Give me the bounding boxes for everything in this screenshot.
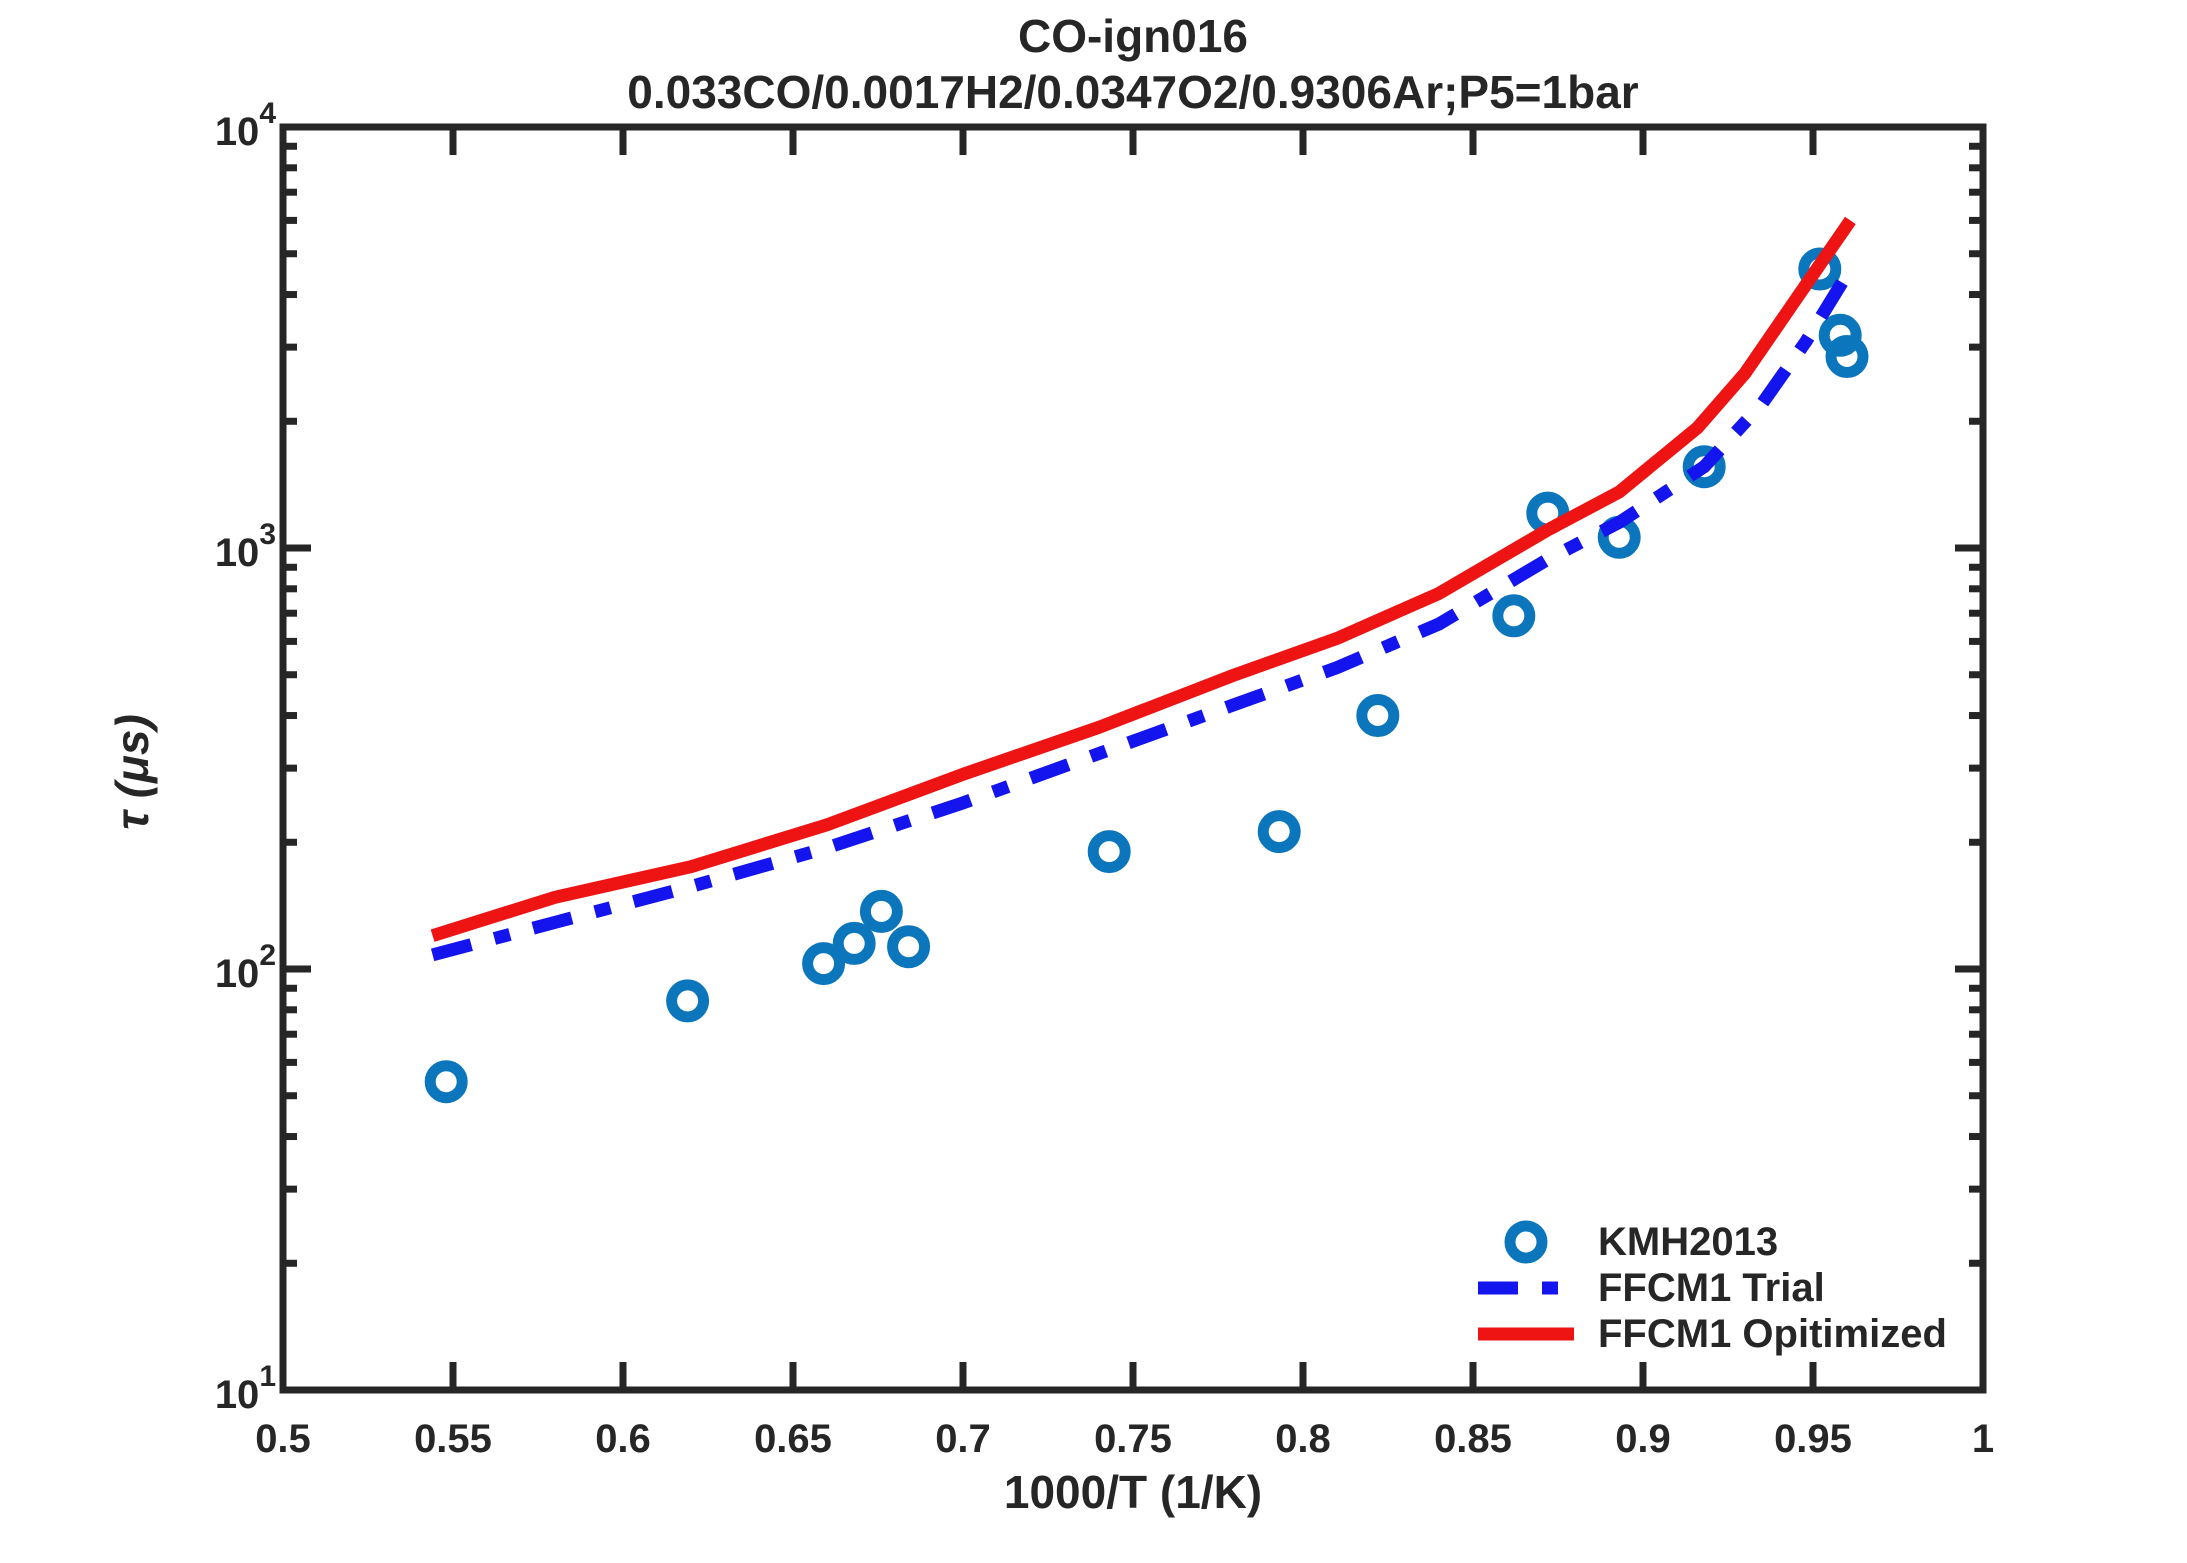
kmh2013-data-point [887,925,931,969]
kmh2013-data-point [1356,694,1400,737]
legend-label-kmh2013: KMH2013 [1598,1220,1778,1264]
plot-box [279,123,1987,1394]
x-tick-label: 0.8 [1275,1417,1331,1461]
y-axis-label: τ (μs) [106,714,158,830]
x-tick-label: 1 [1972,1417,1994,1461]
kmh2013-data-point [1825,335,1869,378]
x-tick-label: 0.85 [1434,1417,1512,1461]
x-tick-label: 0.55 [414,1417,492,1461]
y-tick-label: 103 [215,518,276,575]
legend-label-ffcm1-opitimized: FFCM1 Opitimized [1598,1312,1947,1356]
chart-subtitle: 0.033CO/0.0017H2/0.0347O2/0.9306Ar;P5=1b… [627,66,1639,118]
y-tick-label: 101 [215,1360,276,1417]
kmh2013-data-point [666,979,710,1023]
chart-title: CO-ign016 [1018,10,1248,62]
x-tick-label: 0.5 [255,1417,311,1461]
kmh2013-data-point [1492,594,1536,638]
kmh2013-data-point [1818,313,1862,357]
ffcm1-opitimized-line [430,216,1856,942]
ffcm1-trial-line [430,265,1856,962]
x-tick-label: 0.75 [1094,1417,1172,1461]
x-tick-label: 0.95 [1774,1417,1852,1461]
legend-markers [1478,1220,1574,1341]
x-tick-label: 0.7 [935,1417,991,1461]
axes-frame: 0.5 0.55 0.6 0.65 0.7 0.75 0.8 0.85 0.9 0.95 1 101 1… [215,97,1994,1461]
legend-label-ffcm1-trial: FFCM1 Trial [1598,1266,1825,1310]
y-tick-label: 102 [215,939,276,996]
kmh2013-data-point [1798,247,1842,291]
kmh2013-data-point [832,921,876,965]
x-tick-label: 0.9 [1615,1417,1671,1461]
y-tick-label: 104 [215,97,277,154]
legend-marker-kmh2013 [1504,1220,1548,1264]
kmh2013-data-point [1257,810,1301,854]
data-series [424,216,1869,1104]
x-tick-label: 0.6 [595,1417,651,1461]
kmh2013-data-point [1682,445,1726,489]
kmh2013-data-point [1087,830,1131,874]
x-tick-label: 0.65 [754,1417,832,1461]
kmh2013-data-point [424,1060,468,1104]
kmh2013-data-point [859,889,903,933]
x-axis-label: 1000/T (1/K) [1004,1466,1262,1518]
kmh2013-data-point [802,942,846,986]
